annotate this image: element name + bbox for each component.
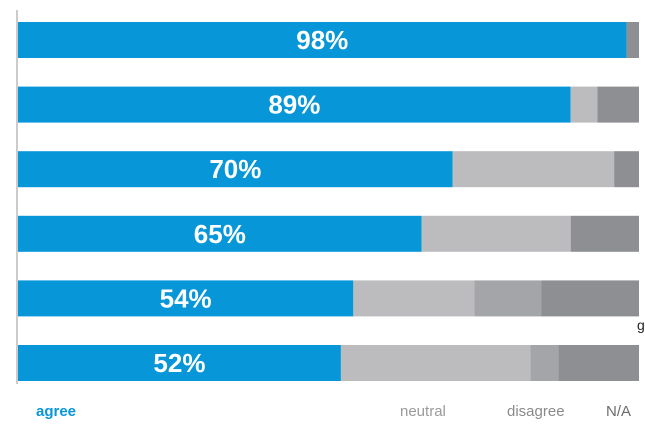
bar-labels-group: 98% 89% 70% 65% 54% 52% bbox=[153, 25, 348, 378]
bar-n-a-3 bbox=[570, 215, 639, 252]
bar-agree-3 bbox=[18, 215, 422, 252]
bar-n-a-4 bbox=[541, 280, 639, 317]
legend-agree: agree bbox=[36, 403, 76, 420]
bar-neutral-3 bbox=[421, 215, 571, 252]
legend-na: N/A bbox=[606, 403, 631, 420]
bar-value-label-2: 70% bbox=[209, 154, 261, 184]
bar-n-a-2 bbox=[614, 151, 639, 188]
bar-value-label-5: 52% bbox=[153, 348, 205, 378]
bar-n-a-0 bbox=[626, 22, 639, 58]
bar-agree-2 bbox=[18, 151, 453, 188]
bar-n-a-5 bbox=[558, 345, 639, 381]
bar-agree-1 bbox=[18, 86, 571, 123]
bar-value-label-0: 98% bbox=[296, 25, 348, 55]
bar-neutral-5 bbox=[340, 345, 531, 381]
stray-text: g bbox=[637, 317, 645, 333]
legend-neutral: neutral bbox=[400, 403, 446, 420]
legend-disagree: disagree bbox=[507, 403, 565, 420]
bar-disagree-4 bbox=[474, 280, 542, 317]
bar-value-label-4: 54% bbox=[160, 283, 212, 313]
bar-agree-4 bbox=[18, 280, 354, 317]
bar-value-label-1: 89% bbox=[268, 90, 320, 120]
bar-agree-0 bbox=[18, 22, 627, 58]
bar-disagree-5 bbox=[530, 345, 559, 381]
bar-agree-5 bbox=[18, 345, 341, 381]
bar-n-a-1 bbox=[597, 86, 639, 123]
bar-value-label-3: 65% bbox=[194, 219, 246, 249]
bars-group bbox=[18, 22, 639, 381]
bar-neutral-2 bbox=[452, 151, 615, 188]
bar-neutral-1 bbox=[570, 86, 598, 123]
bar-neutral-4 bbox=[353, 280, 475, 317]
